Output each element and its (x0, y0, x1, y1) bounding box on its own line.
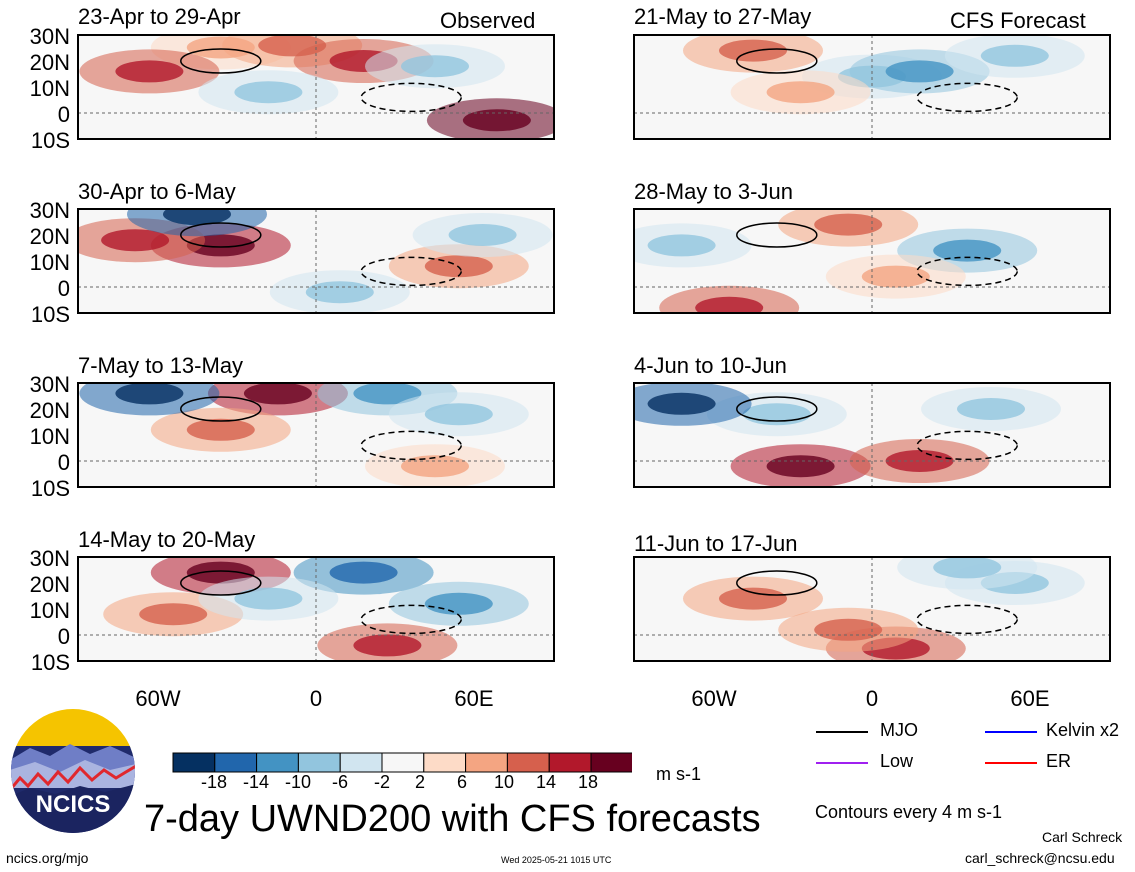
lat-label: 10N (29, 250, 70, 275)
footer-timestamp: Wed 2025-05-21 1015 UTC (501, 855, 612, 865)
lat-label: 10S (30, 128, 70, 153)
legend-line-kelvin (985, 731, 1037, 733)
lat-label: 30N (29, 372, 70, 397)
colorbar-tick: 14 (535, 772, 557, 792)
legend-label-mjo: MJO (880, 720, 918, 740)
main-title: 7-day UWND200 with CFS forecasts (144, 798, 761, 840)
lat-label: 0 (57, 102, 70, 127)
lat-label: 30N (29, 546, 70, 571)
panel-title-fcst-4: 11-Jun to 17-Jun (634, 531, 798, 556)
footer-url: ncics.org/mjo (6, 850, 89, 866)
colorbar-tick: -2 (373, 772, 390, 792)
lon-label: 60W (135, 686, 181, 711)
colorbar-tick: 6 (456, 772, 467, 792)
map-panels (77, 34, 1111, 662)
ncics-logo: NCICS (11, 709, 135, 833)
lon-label: 60W (691, 686, 737, 711)
panel-title-fcst-3: 4-Jun to 10-Jun (634, 353, 787, 378)
colorbar-box (506, 752, 550, 773)
lon-label: 0 (865, 686, 879, 711)
lat-label: 30N (29, 198, 70, 223)
contour-note: Contours every 4 m s-1 (815, 802, 1003, 822)
map-panel (78, 209, 554, 313)
lat-label: 0 (57, 276, 70, 301)
colorbar (172, 752, 632, 773)
colorbar-tick: 18 (577, 772, 599, 792)
map-panel (78, 557, 554, 661)
colorbar-tick: 10 (493, 772, 515, 792)
colorbar-box (381, 752, 425, 773)
lon-label: 60E (454, 686, 494, 711)
footer-author: Carl Schreck (1042, 829, 1123, 845)
map-panel (78, 383, 554, 487)
colorbar-box (256, 752, 299, 773)
panel-title-fcst-1: 21-May to 27-May (634, 4, 812, 29)
lon-label: 60E (1010, 686, 1050, 711)
map-frame (77, 382, 555, 488)
map-frame (77, 556, 555, 662)
lat-label: 10N (29, 424, 70, 449)
lat-label: 20N (29, 50, 70, 75)
colorbar-box (548, 752, 592, 773)
legend-label-kelvin: Kelvin x2 (1046, 720, 1120, 740)
lat-label: 30N (29, 24, 70, 49)
legend-line-er (985, 762, 1037, 764)
colorbar-box (465, 752, 508, 773)
footer-email: carl_schreck@ncsu.edu (965, 850, 1115, 866)
cfs-forecast-label: CFS Forecast (950, 8, 1086, 33)
map-panel (634, 209, 1110, 313)
colorbar-tick: -14 (242, 772, 269, 792)
panel-title-obs-2: 30-Apr to 6-May (78, 179, 236, 204)
legend-label-er: ER (1046, 751, 1072, 771)
map-panel (634, 35, 1110, 139)
units-label: m s-1 (656, 764, 701, 784)
colorbar-box (297, 752, 341, 773)
legend-label-low: Low (880, 751, 914, 771)
lat-label: 0 (57, 450, 70, 475)
lat-label: 10N (29, 76, 70, 101)
observed-label: Observed (440, 8, 536, 33)
lat-label: 10S (30, 476, 70, 501)
map-panel (78, 35, 554, 139)
legend-line-mjo (816, 731, 868, 733)
panel-title-obs-4: 14-May to 20-May (78, 527, 256, 552)
map-frame (633, 382, 1111, 488)
lat-label: 10N (29, 598, 70, 623)
lat-label: 20N (29, 224, 70, 249)
panel-title-obs-1: 23-Apr to 29-Apr (78, 4, 241, 29)
map-frame (633, 208, 1111, 314)
panel-title-obs-3: 7-May to 13-May (78, 353, 244, 378)
colorbar-tick: 2 (414, 772, 425, 792)
map-panel (634, 557, 1110, 661)
lat-label: 10S (30, 650, 70, 675)
legend-line-low (816, 762, 868, 764)
logo-text: NCICS (36, 791, 111, 818)
lat-label: 10S (30, 302, 70, 327)
lat-label: 0 (57, 624, 70, 649)
colorbar-box (423, 752, 467, 773)
map-panel (634, 383, 1110, 487)
map-frame (633, 556, 1111, 662)
colorbar-box (339, 752, 383, 773)
colorbar-tick: -6 (331, 772, 348, 792)
colorbar-box (590, 752, 632, 773)
map-frame (77, 34, 555, 140)
lat-label: 20N (29, 398, 70, 423)
colorbar-box (172, 752, 216, 773)
map-frame (77, 208, 555, 314)
map-frame (633, 34, 1111, 140)
lat-label: 20N (29, 572, 70, 597)
colorbar-tick: -18 (200, 772, 227, 792)
lon-label: 0 (309, 686, 323, 711)
colorbar-box (214, 752, 258, 773)
panel-title-fcst-2: 28-May to 3-Jun (634, 179, 793, 204)
colorbar-tick: -10 (284, 772, 311, 792)
